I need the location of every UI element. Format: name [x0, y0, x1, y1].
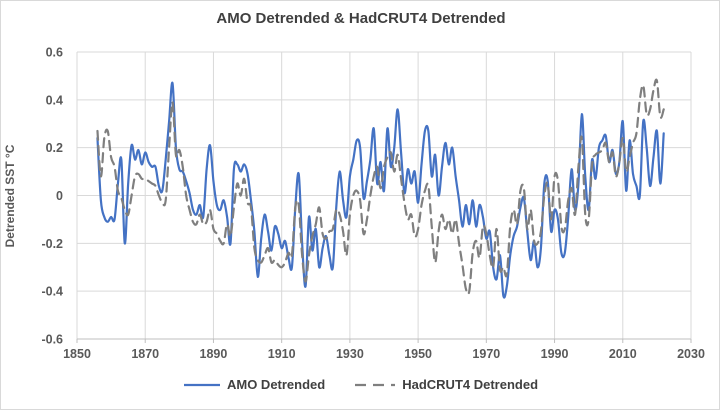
y-axis-tick-label: 0: [56, 189, 63, 203]
hadcrut-line-sample-icon: [355, 383, 396, 386]
legend-label-hadcrut: HadCRUT4 Detrended: [402, 377, 539, 392]
y-axis-tick-label: 0.4: [46, 93, 63, 107]
y-axis-tick-label: -0.6: [41, 333, 63, 347]
y-axis-tick-label: 0.6: [46, 46, 63, 60]
x-axis-tick-label: 1990: [541, 347, 569, 361]
x-axis-tick-label: 1850: [63, 347, 91, 361]
x-axis-tick-label: 2010: [609, 347, 637, 361]
x-axis-tick-label: 1890: [200, 347, 228, 361]
legend: AMO Detrended HadCRUT4 Detrended: [1, 377, 719, 392]
y-axis-tick-label: 0.2: [46, 141, 63, 155]
chart-title: AMO Detrended & HadCRUT4 Detrended: [216, 10, 506, 27]
series-line-hadcrut: [96, 78, 665, 296]
amo-line-sample-icon: [183, 383, 220, 386]
legend-label-amo: AMO Detrended: [226, 377, 326, 392]
x-axis-tick-label: 1970: [472, 347, 500, 361]
x-axis-tick-label: 1910: [268, 347, 296, 361]
x-axis-tick-label: 1870: [131, 347, 159, 361]
x-axis-tick-label: 1950: [404, 347, 432, 361]
legend-item-hadcrut: HadCRUT4 Detrended: [355, 377, 538, 392]
series-line-amo: [96, 81, 665, 299]
legend-item-amo: AMO Detrended: [183, 377, 326, 392]
y-axis-tick-label: -0.4: [41, 285, 63, 299]
y-axis-tick-label: -0.2: [41, 237, 63, 251]
x-axis-tick-label: 1930: [336, 347, 364, 361]
x-axis-tick-label: 2030: [677, 347, 705, 361]
